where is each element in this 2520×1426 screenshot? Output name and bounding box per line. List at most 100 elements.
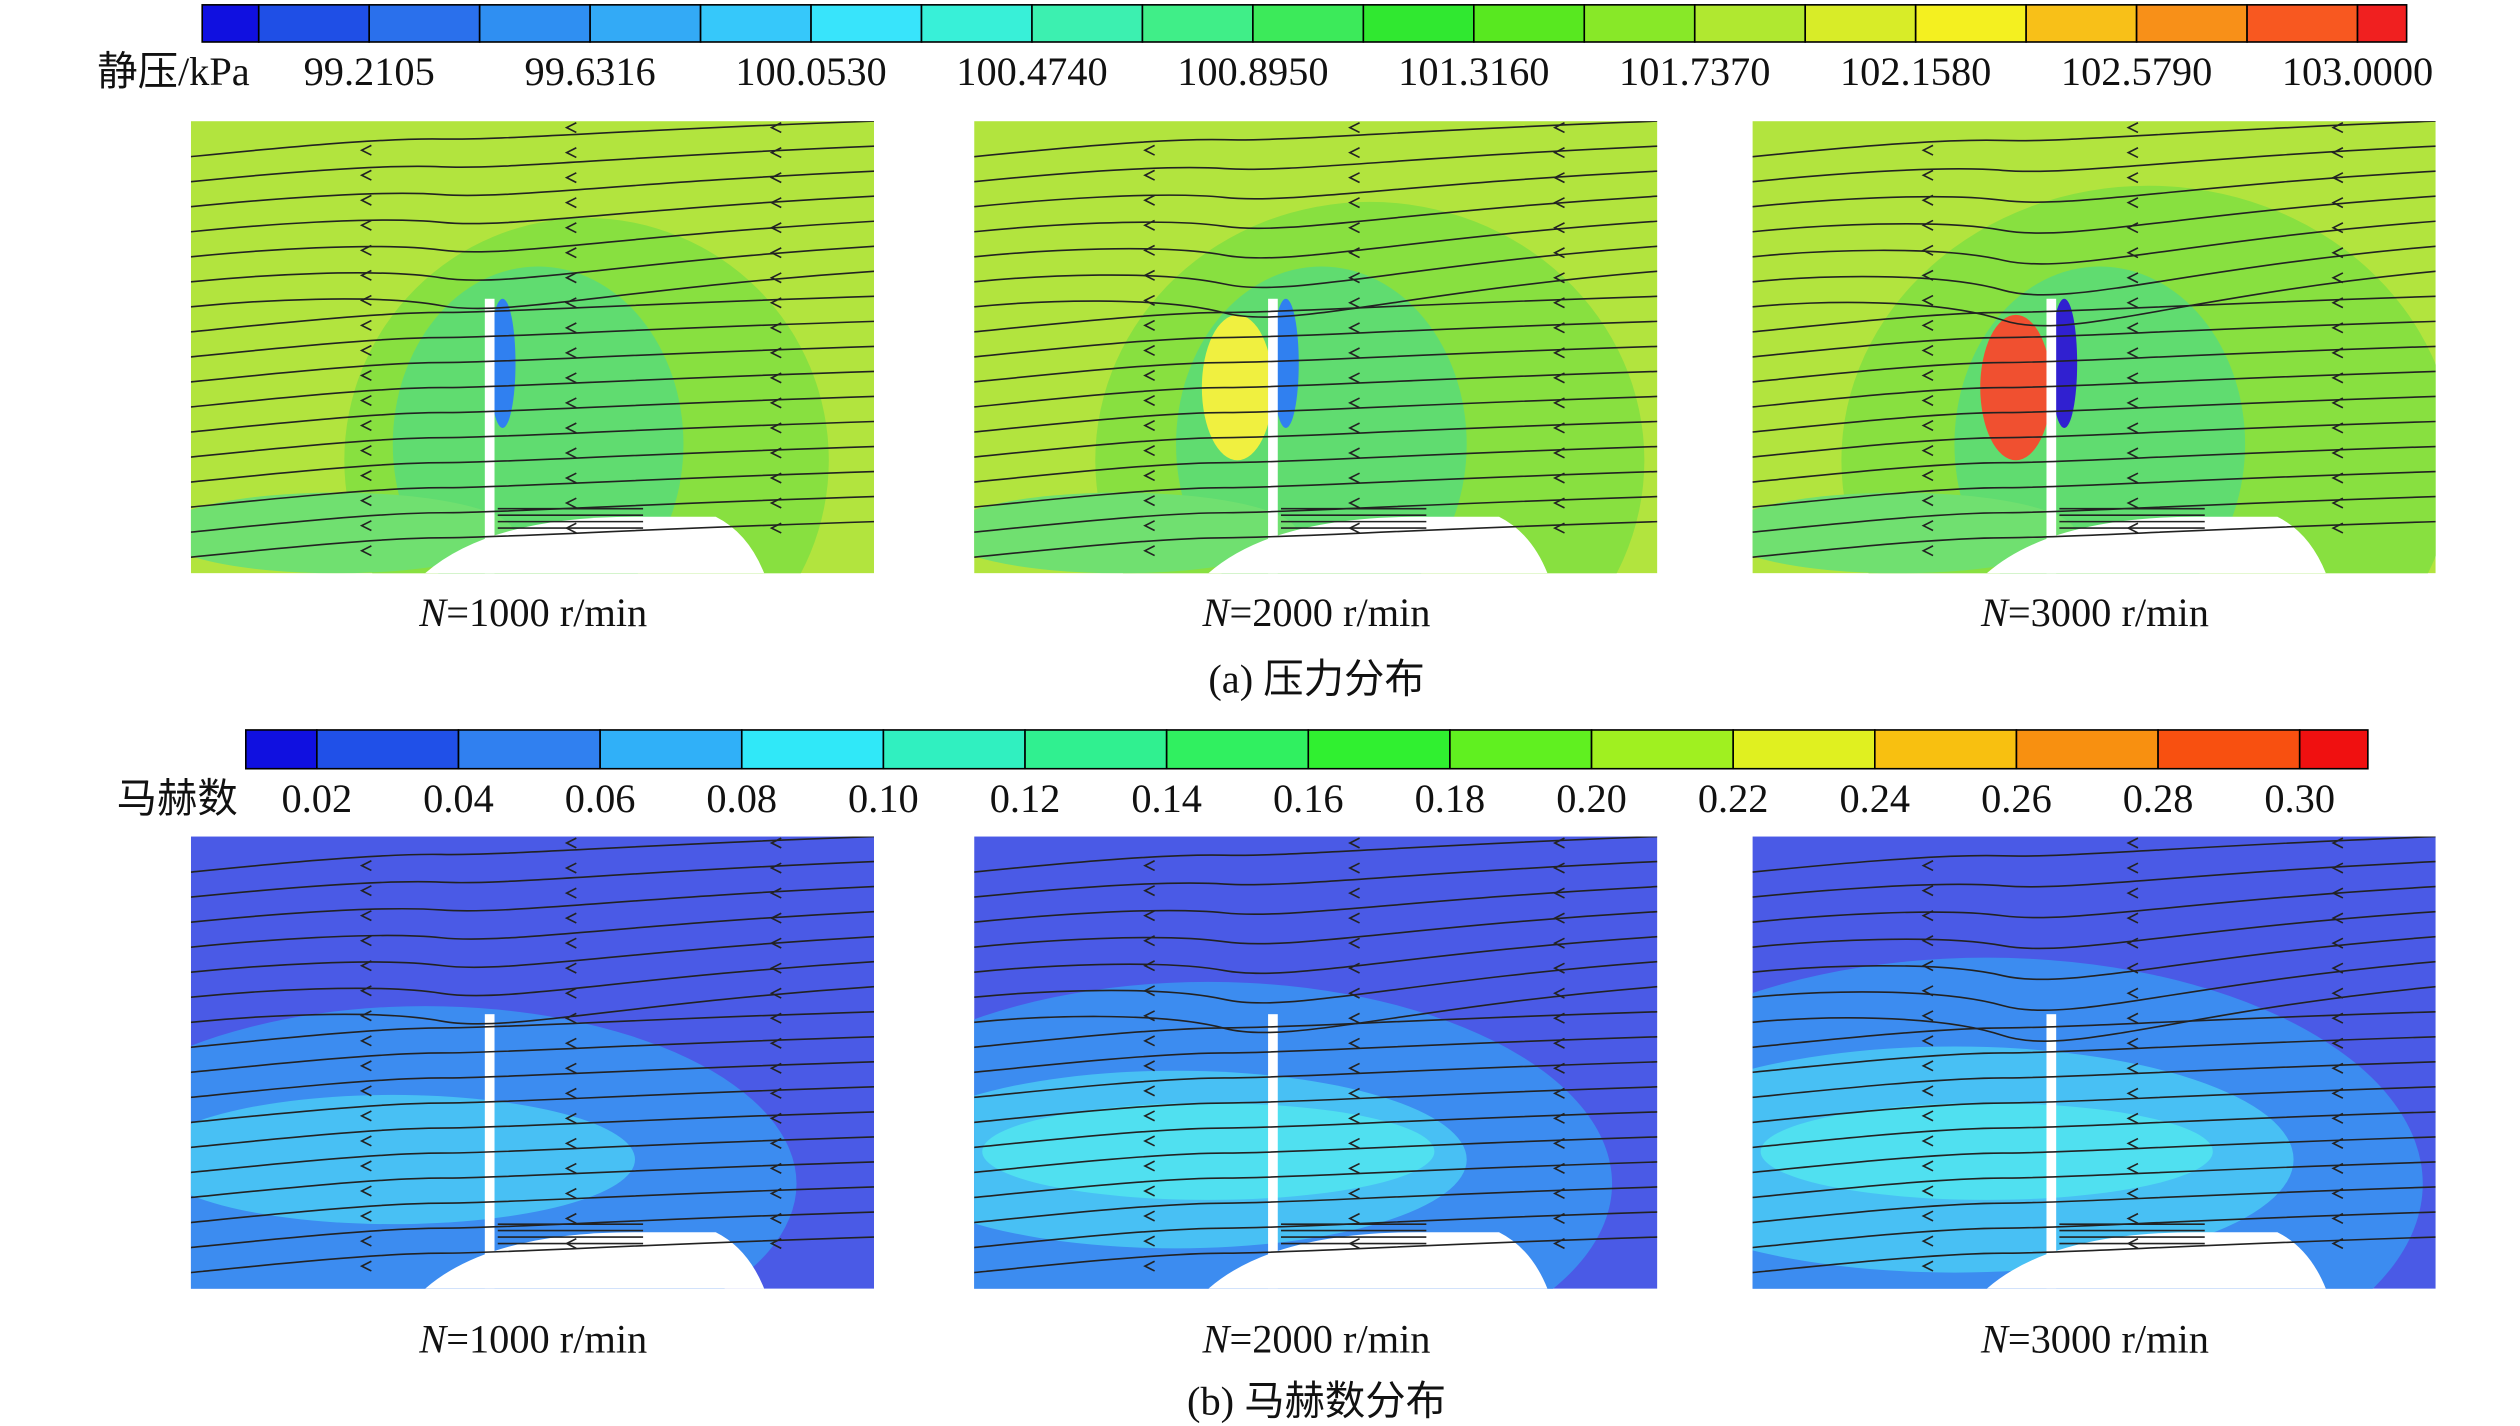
arrow	[1553, 447, 1565, 459]
colorbar-tick-label: 102.1580	[1840, 49, 1991, 94]
arrow	[769, 1087, 782, 1099]
streamline	[190, 885, 875, 923]
arrow	[2331, 1062, 2344, 1074]
arrow	[2331, 122, 2344, 134]
arrow	[2126, 122, 2139, 134]
arrow	[1553, 1037, 1565, 1049]
streamline	[190, 836, 875, 873]
arrow	[1348, 962, 1360, 974]
arrow	[1921, 319, 1934, 331]
arrow	[564, 1162, 577, 1174]
arrow	[1921, 1160, 1934, 1172]
arrow	[1348, 1012, 1360, 1024]
colorbar-tick-label: 0.18	[1415, 776, 1486, 821]
arrow	[1921, 1260, 1934, 1272]
arrow	[769, 247, 782, 259]
arrow	[1921, 495, 1934, 507]
colorbar-segment	[1307, 729, 1451, 770]
colorbar-segment	[740, 729, 885, 770]
arrow	[1553, 522, 1565, 534]
arrow	[769, 1237, 782, 1250]
arrow	[359, 445, 372, 457]
arrow	[1921, 144, 1934, 156]
hub	[1208, 1232, 1548, 1289]
arrow	[359, 319, 372, 331]
arrow	[769, 837, 782, 849]
arrow	[359, 144, 372, 156]
arrow	[564, 272, 577, 284]
arrow	[564, 1187, 577, 1200]
arrow	[1143, 219, 1155, 231]
arrow	[1143, 294, 1155, 306]
arrow	[1921, 1010, 1934, 1022]
arrow	[1348, 222, 1360, 234]
arrow	[1143, 545, 1155, 557]
streamline	[974, 495, 1658, 533]
arrow	[1921, 910, 1934, 922]
arrow	[359, 269, 372, 281]
colorbar-segment	[1583, 4, 1696, 43]
colorbar-tick-label: 101.7370	[1619, 49, 1770, 94]
streamline	[1752, 935, 2436, 981]
arrow	[2331, 422, 2344, 434]
arrow	[2331, 987, 2344, 999]
colorbar-segment	[1804, 4, 1917, 43]
arrow	[2331, 222, 2344, 234]
streamline	[190, 910, 875, 948]
arrow	[2331, 347, 2344, 359]
streamline	[1752, 345, 2436, 383]
arrow	[1348, 1212, 1360, 1225]
arrow	[769, 472, 782, 484]
panel-caption-var: N	[418, 1317, 448, 1362]
arrow	[2126, 862, 2139, 874]
colorbar-tick-label: 0.08	[706, 776, 777, 821]
streamline	[974, 985, 1658, 1034]
streamline	[1752, 370, 2436, 408]
colorbar-label: 马赫数	[117, 776, 238, 821]
arrow	[1143, 1185, 1155, 1197]
arrow	[1348, 272, 1360, 284]
hub	[425, 516, 765, 574]
arrow	[1143, 1135, 1155, 1147]
arrow	[1143, 1235, 1155, 1247]
arrow	[2126, 397, 2139, 409]
arrow	[1921, 369, 1934, 382]
streamline	[190, 320, 875, 358]
streamline	[974, 470, 1658, 508]
arrow	[1348, 472, 1360, 484]
arrow	[2126, 937, 2139, 949]
arrow	[769, 1112, 782, 1124]
arrow	[359, 1060, 372, 1072]
arrow	[1143, 985, 1155, 997]
region	[1272, 298, 1299, 428]
arrow	[1143, 1060, 1155, 1072]
streamline	[974, 170, 1658, 208]
colorbar-tick-label: 0.14	[1131, 776, 1202, 821]
streamline	[190, 1136, 875, 1174]
panel-caption: N=3000 r/min	[1980, 1317, 2209, 1362]
streamline	[1752, 960, 2436, 1012]
arrow	[359, 1085, 372, 1097]
colorbar-segment	[1693, 4, 1807, 43]
arrow	[564, 422, 577, 434]
streamline	[1752, 420, 2436, 458]
arrow	[1921, 1185, 1934, 1197]
arrow	[1348, 1137, 1360, 1149]
arrow	[1143, 1085, 1155, 1097]
arrow	[1143, 144, 1155, 156]
arrow	[1348, 422, 1360, 434]
arrow	[1143, 1035, 1155, 1047]
colorbar-tick-label: 103.0000	[2282, 49, 2433, 94]
arrow	[1921, 394, 1934, 407]
streamline	[1752, 1086, 2436, 1124]
streamline	[190, 220, 875, 258]
arrow	[1553, 1087, 1565, 1099]
arrow	[769, 522, 782, 534]
streamline	[1752, 1061, 2436, 1099]
arrow	[2126, 962, 2139, 974]
arrow	[1921, 344, 1934, 357]
arrow	[1348, 937, 1360, 949]
streamline	[1752, 1211, 2436, 1249]
contour-panel	[190, 836, 875, 1289]
panel-caption-text: =2000 r/min	[1229, 1317, 1430, 1362]
